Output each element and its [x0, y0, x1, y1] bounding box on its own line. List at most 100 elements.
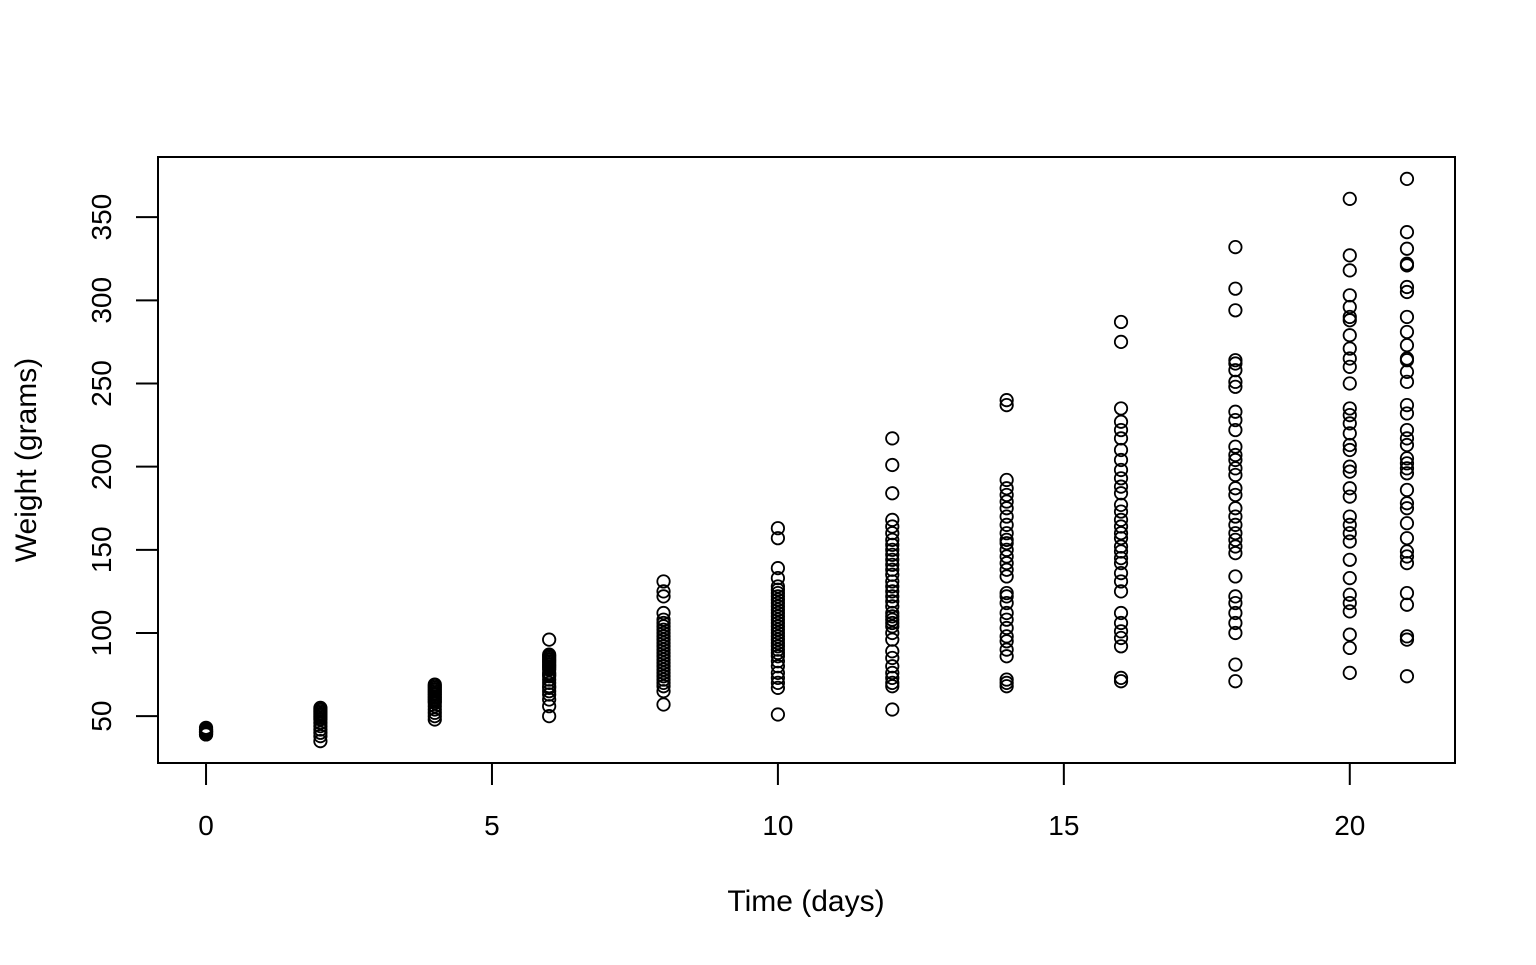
data-point: [1342, 517, 1357, 532]
data-point: [198, 724, 214, 739]
x-tick-label: 0: [198, 810, 214, 841]
data-point: [1342, 442, 1357, 458]
data-point: [1399, 482, 1415, 498]
data-point: [1399, 279, 1415, 295]
data-point: [656, 605, 671, 621]
data-point: [1228, 569, 1243, 584]
data-point: [1228, 452, 1243, 468]
data-point: [1342, 351, 1357, 366]
data-point: [885, 562, 900, 577]
data-point: [1399, 241, 1415, 256]
data-point: [1113, 504, 1129, 519]
data-point: [313, 700, 328, 715]
data-point: [1342, 263, 1357, 278]
data-point: [1399, 284, 1415, 300]
data-point: [1342, 604, 1357, 619]
data-point: [999, 595, 1014, 611]
data-point: [885, 557, 900, 572]
data-point: [1228, 526, 1243, 541]
data-point: [1399, 398, 1415, 413]
data-point: [885, 584, 900, 599]
data-point: [1342, 587, 1357, 602]
data-point: [1113, 670, 1129, 686]
data-point: [770, 521, 786, 536]
data-point: [999, 612, 1014, 627]
data-point: [1113, 471, 1129, 486]
data-point: [1228, 379, 1243, 394]
data-point: [1342, 401, 1357, 416]
y-tick-label: 250: [86, 360, 117, 407]
data-point: [1399, 549, 1415, 564]
data-point: [999, 642, 1014, 657]
data-point: [999, 672, 1014, 687]
data-point: [1342, 341, 1357, 356]
data-point: [885, 625, 900, 641]
data-point: [1399, 501, 1415, 516]
data-point: [1342, 481, 1357, 496]
data-point: [1399, 585, 1415, 601]
data-point: [1228, 589, 1243, 604]
data-point: [770, 680, 786, 695]
data-point: [1399, 461, 1415, 476]
data-point: [999, 509, 1014, 524]
data-point: [1399, 225, 1415, 240]
data-point: [1342, 509, 1357, 524]
data-point: [1399, 544, 1415, 559]
data-point: [1228, 481, 1243, 496]
data-point: [1228, 595, 1243, 611]
data-point: [885, 594, 900, 609]
data-point: [999, 562, 1014, 577]
data-point: [656, 584, 671, 599]
x-tick-label: 10: [762, 810, 793, 841]
data-point: [1228, 239, 1243, 255]
data-point: [542, 647, 557, 662]
data-point: [1399, 338, 1415, 353]
data-point: [885, 589, 900, 604]
data-point: [1342, 595, 1357, 611]
data-point: [1342, 570, 1357, 586]
data-point: [999, 532, 1014, 547]
data-point: [1342, 640, 1357, 656]
data-point: [1399, 451, 1415, 466]
data-point: [1113, 452, 1129, 468]
data-point: [656, 612, 671, 627]
data-point: [1228, 422, 1243, 438]
data-point: [999, 501, 1014, 516]
data-point: [1113, 414, 1129, 429]
data-point: [999, 526, 1014, 541]
data-point: [885, 532, 900, 547]
data-point: [1399, 324, 1415, 340]
data-point: [1342, 288, 1357, 303]
data-point: [770, 707, 786, 722]
data-point: [1228, 487, 1243, 503]
data-point: [1113, 615, 1129, 631]
y-tick-label: 100: [86, 610, 117, 657]
data-point: [1113, 605, 1129, 621]
data-point: [1228, 447, 1243, 463]
data-point: [1399, 456, 1415, 471]
data-point: [1399, 406, 1415, 421]
y-tick-label: 200: [86, 443, 117, 490]
data-point: [1342, 665, 1357, 681]
data-point: [1113, 544, 1129, 559]
data-point: [1399, 516, 1415, 531]
data-point: [1399, 309, 1415, 325]
data-point: [1113, 624, 1129, 639]
data-point: [1342, 376, 1357, 391]
data-point: [770, 561, 786, 576]
data-point: [1399, 496, 1415, 511]
data-point: [1228, 467, 1243, 483]
data-point: [1113, 334, 1129, 350]
data-point: [999, 472, 1014, 488]
data-point: [1399, 437, 1415, 453]
data-point: [1342, 534, 1357, 549]
data-point: [1113, 574, 1129, 589]
data-point: [999, 620, 1014, 636]
data-point: [1399, 374, 1415, 389]
data-point: [1113, 630, 1129, 646]
data-point: [885, 457, 900, 473]
data-point: [1399, 431, 1415, 446]
data-point: [885, 632, 900, 647]
data-point: [542, 632, 557, 647]
data-point: [1342, 416, 1357, 431]
